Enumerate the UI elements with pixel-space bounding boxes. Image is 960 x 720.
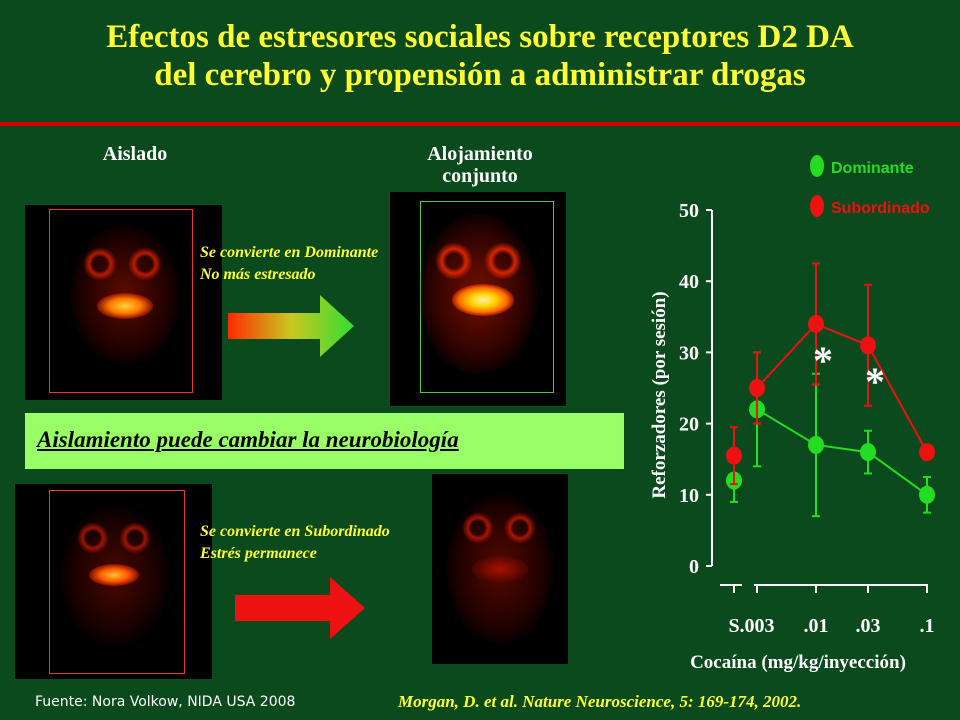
series-line [756, 408, 928, 496]
brain-ring-right [119, 522, 151, 554]
title-line-1: Efectos de estresores sociales sobre rec… [106, 19, 854, 55]
chart-axes: 0 10 20 30 40 50 S .003 .01 .03 .1 Dominante Subordi… [679, 155, 935, 637]
housed-label: Alojamiento conjunto [395, 143, 565, 187]
x-tick-label: .003 [740, 615, 775, 637]
subordinate-note-line-1: Se convierte en Subordinado [200, 523, 390, 540]
pet-scan-dominant [390, 192, 566, 406]
isolated-label: Aislado [102, 143, 168, 165]
scan-frame [49, 209, 193, 393]
data-point [808, 314, 824, 333]
dominant-note-line-2: No más estresado [200, 266, 316, 283]
source-credit: Fuente: Nora Volkow, NIDA USA 2008 [35, 694, 296, 710]
x-tick-label: .01 [804, 615, 829, 637]
data-point [860, 443, 876, 462]
pet-scan-subordinate [432, 474, 568, 664]
y-tick-label: 20 [679, 414, 699, 436]
chart-series: * * [726, 262, 935, 518]
subordinate-note: Se convierte en Subordinado Estrés perma… [200, 521, 390, 565]
dominant-note: Se convierte en Dominante No más estresa… [200, 242, 378, 286]
key-message-text: Aislamiento puede cambiar la neurobiolog… [37, 427, 459, 452]
data-point [726, 446, 742, 465]
brain-ring-left [462, 512, 494, 544]
data-point [919, 485, 935, 504]
legend-label: Dominante [831, 160, 914, 177]
series-line [756, 322, 928, 453]
legend-swatch [810, 155, 824, 177]
brain-ring-right [504, 512, 536, 544]
pet-scan-isolated-bottom [15, 484, 212, 679]
pet-scan-isolated-top [25, 205, 222, 400]
chart-legend: Dominante Subordinado [810, 155, 930, 217]
significance-marker: * [865, 359, 885, 404]
striatum-region [472, 556, 528, 582]
journal-citation: Morgan, D. et al. Nature Neuroscience, 5… [398, 692, 802, 711]
brain-ring-left [83, 247, 117, 281]
x-axis-label: Cocaína (mg/kg/inyección) [690, 652, 906, 673]
y-tick-label: 10 [679, 485, 699, 507]
housed-label-line-2: conjunto [442, 165, 518, 187]
title-line-2: del cerebro y propensión a administrar d… [154, 57, 806, 93]
significance-marker: * [813, 338, 833, 383]
y-tick-label: 0 [689, 556, 699, 578]
slide-title: Efectos de estresores sociales sobre rec… [0, 18, 960, 94]
series-subordinado [726, 262, 935, 486]
x-tick-label: S [728, 615, 739, 637]
brain-ring-right [128, 247, 162, 281]
legend-label: Subordinado [831, 200, 930, 217]
data-point [749, 379, 765, 397]
x-tick-label: .1 [920, 615, 935, 637]
data-point [919, 443, 935, 462]
striatum-hotspot [89, 564, 139, 586]
y-tick-label: 40 [679, 271, 699, 293]
data-point [808, 435, 824, 454]
brain-ring-left [77, 522, 109, 554]
arrow-to-dominant-icon [228, 295, 354, 357]
y-tick-label: 30 [679, 342, 699, 364]
subordinate-note-line-2: Estrés permanece [200, 545, 317, 562]
legend-swatch [810, 195, 824, 217]
key-message-banner: Aislamiento puede cambiar la neurobiolog… [25, 413, 624, 469]
x-tick-label: .03 [856, 615, 881, 637]
scan-frame [49, 490, 185, 674]
y-axis-label: Reforzadores (por sesión) [649, 291, 670, 498]
dominant-note-line-1: Se convierte en Dominante [200, 244, 379, 261]
title-divider [0, 122, 960, 126]
arrow-to-subordinate-icon [235, 577, 365, 639]
housed-label-line-1: Alojamiento [427, 143, 533, 165]
data-point [860, 336, 876, 355]
brain-ring-right [484, 242, 522, 280]
striatum-hotspot [452, 284, 514, 316]
y-tick-label: 50 [679, 200, 699, 222]
brain-ring-left [435, 242, 473, 280]
striatum-hotspot [97, 293, 153, 319]
